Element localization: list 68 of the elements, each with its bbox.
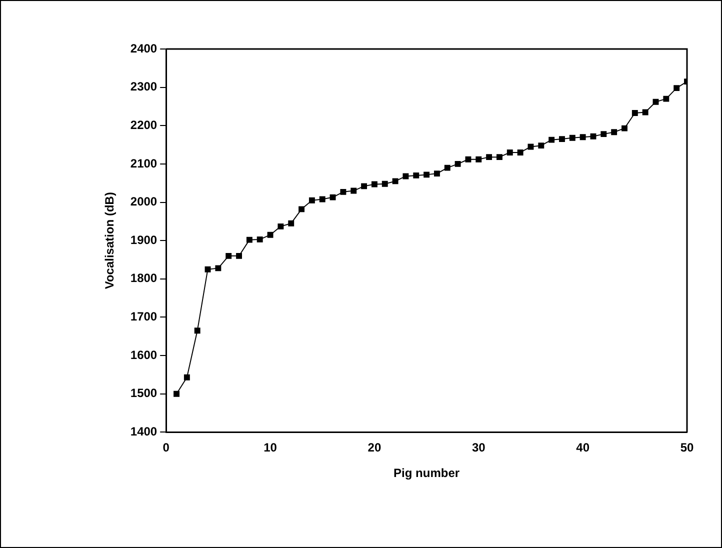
point (278, 223, 284, 230)
x-tick-label: 40 (576, 440, 590, 455)
point (632, 110, 638, 116)
point (569, 134, 576, 141)
point (454, 160, 461, 167)
point (674, 85, 680, 92)
point (496, 154, 502, 160)
point (663, 96, 670, 102)
point (590, 133, 596, 140)
point (486, 154, 492, 160)
point (308, 197, 315, 204)
point (236, 252, 242, 259)
point (204, 266, 211, 272)
y-tick-label: 2200 (130, 118, 158, 132)
y-tick-label: 1500 (130, 386, 158, 400)
point (319, 196, 326, 202)
point (340, 188, 346, 195)
point (424, 172, 430, 178)
point (361, 183, 368, 190)
y-tick-label: 1800 (130, 271, 158, 286)
point (215, 265, 222, 272)
point (580, 134, 586, 140)
point (538, 142, 544, 149)
point (246, 236, 252, 243)
point (267, 232, 274, 238)
point (174, 390, 180, 397)
point (434, 170, 440, 177)
point (402, 173, 409, 180)
point (622, 125, 628, 132)
point (256, 236, 263, 242)
x-tick-label: 50 (680, 440, 694, 455)
point (194, 328, 200, 334)
y-tick-label: 1700 (130, 310, 158, 324)
point (371, 181, 378, 188)
point (392, 178, 398, 184)
point (652, 98, 659, 105)
point (382, 180, 388, 187)
y-tick-label: 2100 (130, 156, 158, 170)
point (548, 136, 555, 143)
y-tick-label: 2400 (130, 41, 158, 56)
point (298, 206, 305, 212)
point (350, 188, 357, 194)
point (600, 131, 607, 138)
y-tick-label: 2300 (130, 80, 158, 94)
y-tick-label: 1400 (130, 424, 158, 439)
y-tick-label: 1900 (130, 232, 158, 247)
point (506, 149, 513, 156)
point (413, 172, 420, 178)
y-tick-label: 1600 (130, 348, 158, 362)
point (226, 252, 232, 259)
point (517, 149, 524, 156)
point (465, 156, 472, 162)
point (330, 194, 336, 200)
x-tick-label: 10 (264, 440, 278, 455)
x-tick-label: 0 (162, 440, 170, 455)
x-tick-label: 30 (472, 440, 486, 455)
point (184, 374, 190, 380)
point (642, 109, 648, 116)
point (611, 129, 618, 136)
point (288, 220, 294, 226)
x-tick-label: 20 (368, 440, 382, 455)
x-axis-title: Pig number (394, 466, 460, 480)
point (476, 156, 482, 162)
y-axis-title: Vocalisation (dB) (102, 192, 117, 290)
point (528, 144, 534, 150)
point (559, 136, 565, 142)
y-tick-label: 2000 (130, 194, 158, 209)
point (444, 164, 450, 171)
